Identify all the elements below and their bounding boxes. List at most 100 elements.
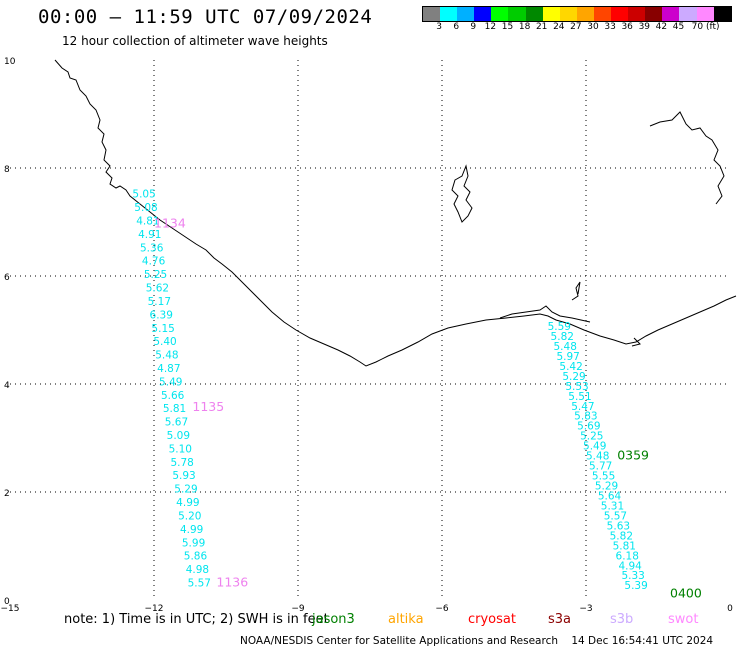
wave-height-label: 5.59: [548, 321, 571, 333]
wave-height-label: 5.05: [132, 189, 155, 201]
wave-height-label: 4.99: [180, 524, 203, 536]
color-scale-label: 12: [484, 22, 497, 32]
color-swatch: [611, 7, 629, 21]
wave-height-label: 5.47: [571, 401, 594, 413]
y-tick-label: 6: [4, 273, 10, 283]
wave-height-label: 5.57: [188, 578, 211, 590]
color-scale-label: 18: [518, 22, 531, 32]
x-tick-label: −12: [145, 604, 164, 614]
color-swatch: [491, 7, 509, 21]
wave-height-label: 4.99: [176, 497, 199, 509]
wave-height-label: 5.29: [562, 371, 585, 383]
axis-ticks: −15 −12 −9 −6 −3 0 10 8 6 4 2 0: [1, 57, 734, 614]
map-subtitle: 12 hour collection of altimeter wave hei…: [62, 34, 328, 48]
color-scale-label: 30: [587, 22, 599, 32]
wave-height-label: 4.98: [186, 564, 209, 576]
wave-height-label: 5.39: [624, 580, 647, 592]
color-scale-label: 24: [553, 22, 565, 32]
color-swatch: [593, 7, 612, 21]
coastline: [54, 59, 737, 367]
wave-height-label: 5.77: [589, 461, 612, 473]
legend-item-swot: swot: [668, 612, 699, 627]
wave-height-label: 5.33: [621, 570, 644, 582]
x-tick-label: −15: [1, 604, 20, 614]
wave-height-label: 5.15: [151, 323, 174, 335]
color-scale-label: 70 (ft): [691, 22, 720, 32]
wave-height-label: 5.48: [554, 341, 577, 353]
wave-height-label: 5.63: [607, 520, 630, 532]
color-swatch: [713, 7, 731, 21]
color-swatch: [662, 7, 680, 21]
x-tick-label: −3: [579, 604, 592, 614]
lake-volta-outline: [451, 164, 473, 223]
color-scale-label: 42: [655, 22, 668, 32]
wave-height-label: 5.57: [604, 510, 627, 522]
lake-kainji-outline: [649, 111, 725, 205]
wave-height-label: 4.94: [618, 560, 642, 572]
color-swatch: [457, 7, 475, 21]
legend-item-cryosat: cryosat: [468, 612, 516, 627]
color-swatch: [440, 7, 458, 21]
pass-time-label: 0359: [617, 448, 649, 463]
x-tick-label: −6: [435, 604, 449, 614]
coastal-lagoon-detail: [631, 337, 641, 347]
wave-height-label: 5.64: [598, 490, 622, 502]
pass-time-label: 1136: [216, 575, 248, 590]
y-tick-label: 10: [4, 57, 16, 67]
color-swatch: [423, 7, 441, 21]
wave-height-label: 5.93: [172, 470, 195, 482]
color-scale-label: 33: [604, 22, 616, 32]
wave-height-label: 6.18: [616, 550, 639, 562]
wave-height-label: 5.97: [556, 351, 579, 363]
color-scale-bar: [422, 6, 732, 22]
wave-height-label: 5.53: [565, 381, 588, 393]
color-scale-label: 15: [501, 22, 514, 32]
color-swatch: [679, 7, 697, 21]
wave-height-label: 5.82: [610, 530, 633, 542]
wave-height-label: 5.10: [169, 443, 192, 455]
wave-height-label: 5.17: [148, 296, 171, 308]
color-scale-label: 45: [672, 22, 685, 32]
pass-time-label: 1134: [154, 215, 186, 230]
wave-height-label: 5.48: [155, 350, 178, 362]
color-swatch: [525, 7, 543, 21]
x-tick-label: −9: [291, 604, 305, 614]
wave-height-label: 5.31: [601, 500, 624, 512]
wave-height-label: 5.20: [178, 510, 201, 522]
pass-time-label: 0400: [670, 585, 702, 600]
color-scale-label: 27: [570, 22, 582, 32]
color-swatch: [576, 7, 594, 21]
y-tick-label: 4: [4, 381, 10, 391]
color-swatch: [474, 7, 492, 21]
wave-height-label: 5.69: [577, 421, 600, 433]
wave-height-label: 5.86: [184, 551, 208, 563]
wave-height-label: 5.29: [174, 484, 197, 496]
legend-item-s3b: s3b: [610, 612, 634, 627]
wave-height-label: 5.81: [613, 540, 636, 552]
track-east: 5.595.825.485.975.425.295.535.515.475.83…: [548, 321, 702, 600]
color-swatch: [542, 7, 560, 21]
wave-height-label: 5.55: [592, 471, 615, 483]
y-tick-label: 8: [4, 165, 10, 175]
color-scale-label: 6: [453, 22, 460, 32]
wave-height-label: 5.62: [146, 283, 169, 295]
wave-height-label: 5.42: [559, 361, 582, 373]
wave-height-label: 6.39: [150, 309, 173, 321]
wave-height-label: 5.51: [568, 391, 591, 403]
wave-height-label: 5.08: [134, 202, 157, 214]
wave-height-label: 5.82: [551, 331, 574, 343]
footnote: note: 1) Time is in UTC; 2) SWH is in fe…: [64, 612, 329, 627]
color-swatch: [645, 7, 663, 21]
color-scale-labels: 3 6 9 12 15 18 21 24 27 30 33 36 39 42 45 70 (ft): [422, 22, 732, 34]
legend-item-s3a: s3a: [548, 612, 572, 627]
track-west: 5.055.08 4.814.915.36 4.765.25 5.625.176.39…: [132, 189, 248, 590]
wave-height-label: 5.78: [170, 457, 193, 469]
wave-height-label: 4.76: [142, 256, 166, 268]
color-scale-label: 39: [638, 22, 651, 32]
west-africa-coastline: [54, 59, 737, 367]
wave-height-label: 4.91: [138, 229, 161, 241]
wave-height-label: 5.25: [144, 269, 167, 281]
wave-height-label: 5.49: [583, 441, 606, 453]
wave-height-label: 5.09: [167, 430, 190, 442]
